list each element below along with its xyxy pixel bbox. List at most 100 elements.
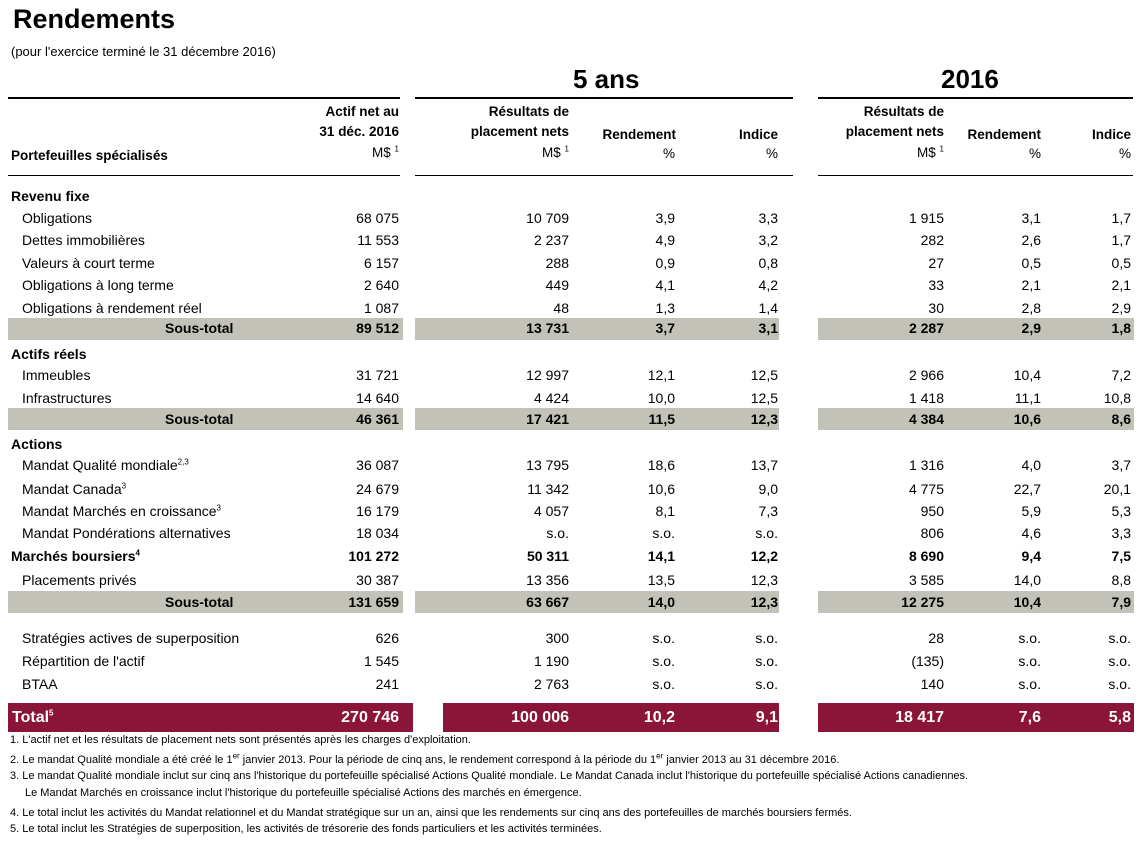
cell-idx5: 12,3: [750, 411, 778, 427]
table-row-label: Valeurs à court terme: [22, 255, 155, 271]
cell-assets: 2 640: [363, 277, 399, 293]
unit-net-assets: M$ 1: [372, 144, 399, 160]
cell-ret16: 4,0: [1021, 457, 1041, 473]
unit-results-2016: M$ 1: [917, 144, 944, 160]
cell-ret16: 3,1: [1021, 210, 1041, 226]
cell-idx5: 12,3: [750, 572, 778, 588]
cell-r5: 1 190: [533, 653, 569, 669]
cell-ret16: 10,4: [1013, 594, 1041, 610]
subtotal-label: Sous-total: [165, 320, 234, 336]
period-5y-title: 5 ans: [573, 64, 640, 94]
total-band-left: [8, 703, 413, 732]
cell-idx16: 0,5: [1111, 255, 1131, 271]
cell-r16: 12 275: [901, 594, 944, 610]
cell-ret5: 13,5: [647, 572, 675, 588]
footnote-3: 3. Le mandat Qualité mondiale inclut sur…: [10, 770, 969, 782]
cell-ret16: 2,1: [1021, 277, 1041, 293]
cell-r16: 950: [920, 503, 944, 519]
cell-r16: 1 915: [908, 210, 944, 226]
cell-ret5: s.o.: [652, 525, 675, 541]
cell-r5: 2 763: [533, 676, 569, 692]
table-row-label: Immeubles: [22, 367, 91, 383]
table-rule-left: [8, 175, 400, 176]
cell-ret5: 3,7: [655, 320, 675, 336]
cell-r16: 1 418: [908, 390, 944, 406]
cell-idx5: 4,2: [758, 277, 778, 293]
cell-idx16: 20,1: [1103, 481, 1131, 497]
category-real-assets: Actifs réels: [11, 346, 87, 362]
cell-idx16: 1,7: [1111, 232, 1131, 248]
cell-ret16: 10,4: [1013, 367, 1041, 383]
cell-idx5: 3,2: [758, 232, 778, 248]
cell-ret5: 10,0: [647, 390, 675, 406]
cell-r5: 17 421: [526, 411, 569, 427]
table-rule-5y: [415, 175, 793, 176]
cell-idx16: 8,8: [1111, 572, 1131, 588]
cell-assets: 626: [375, 630, 399, 646]
cell-r5: s.o.: [546, 525, 569, 541]
cell-r16: (135): [911, 653, 944, 669]
cell-assets: 1 545: [363, 653, 399, 669]
cell-ret16: 11,1: [1014, 390, 1041, 406]
total-band-2016: [818, 703, 1134, 732]
cell-ret16: 14,0: [1013, 572, 1041, 588]
cell-idx16: s.o.: [1108, 676, 1131, 692]
cell-assets: 11 553: [357, 232, 399, 248]
cell-r16: 18 417: [895, 709, 944, 726]
cell-idx5: s.o.: [755, 630, 778, 646]
cell-ret5: s.o.: [652, 676, 675, 692]
cell-ret16: 2,8: [1021, 300, 1041, 316]
cell-idx16: s.o.: [1108, 653, 1131, 669]
cell-r16: 2 966: [908, 367, 944, 383]
cell-idx5: 12,3: [750, 594, 778, 610]
markets-label: Marchés boursiers4: [11, 548, 140, 564]
header-index-5y: Indice: [738, 127, 778, 142]
cell-ret5: 3,9: [655, 210, 675, 226]
footnote-2: 2. Le mandat Qualité mondiale a été créé…: [10, 751, 840, 766]
header-rule-5y: [415, 97, 793, 99]
cell-idx16: 3,7: [1111, 457, 1131, 473]
cell-ret16: s.o.: [1018, 653, 1041, 669]
cell-ret16: 9,4: [1021, 548, 1041, 564]
subtotal-band-5y: [415, 591, 779, 613]
category-equities: Actions: [11, 436, 63, 452]
cell-ret5: 14,1: [647, 548, 675, 564]
cell-idx16: 7,9: [1111, 594, 1131, 610]
cell-ret16: 22,7: [1013, 481, 1041, 497]
cell-r5: 288: [545, 255, 569, 271]
page-subtitle: (pour l'exercice terminé le 31 décembre …: [11, 44, 276, 59]
cell-ret16: 2,6: [1021, 232, 1041, 248]
cell-r5: 10 709: [526, 210, 569, 226]
footnote-3-cont: Le Mandat Marchés en croissance inclut l…: [25, 787, 582, 799]
cell-assets: 1 087: [363, 300, 399, 316]
cell-idx16: 1,8: [1111, 320, 1131, 336]
cell-idx16: 5,8: [1108, 709, 1131, 726]
subtotal-band-5y: [415, 408, 779, 430]
cell-r16: 1 316: [908, 457, 944, 473]
cell-r5: 12 997: [526, 367, 569, 383]
footnote-4: 4. Le total inclut les activités du Mand…: [10, 807, 852, 819]
cell-assets: 24 679: [356, 481, 399, 497]
cell-r5: 63 667: [526, 594, 569, 610]
cell-idx5: 12,2: [750, 548, 778, 564]
table-row-label: Dettes immobilières: [22, 232, 145, 248]
cell-idx16: 8,6: [1111, 411, 1131, 427]
cell-ret5: 10,6: [647, 481, 675, 497]
header-rule-2016: [818, 97, 1133, 99]
table-row-label: Obligations à long terme: [22, 277, 174, 293]
cell-assets: 101 272: [348, 548, 399, 564]
cell-r5: 48: [553, 300, 569, 316]
cell-idx5: 9,0: [758, 481, 778, 497]
cell-assets: 46 361: [356, 411, 399, 427]
cell-r16: 33: [928, 277, 944, 293]
cell-assets: 6 157: [363, 255, 399, 271]
cell-idx16: s.o.: [1108, 630, 1131, 646]
header-portfolios: Portefeuilles spécialisés: [11, 148, 168, 163]
cell-r16: 4 384: [908, 411, 944, 427]
cell-r5: 100 006: [511, 709, 569, 726]
cell-ret5: 0,9: [655, 255, 675, 271]
subtotal-band-5y: [415, 318, 779, 340]
cell-idx5: 7,3: [758, 503, 778, 519]
cell-assets: 131 659: [348, 594, 399, 610]
cell-ret5: 8,1: [655, 503, 675, 519]
